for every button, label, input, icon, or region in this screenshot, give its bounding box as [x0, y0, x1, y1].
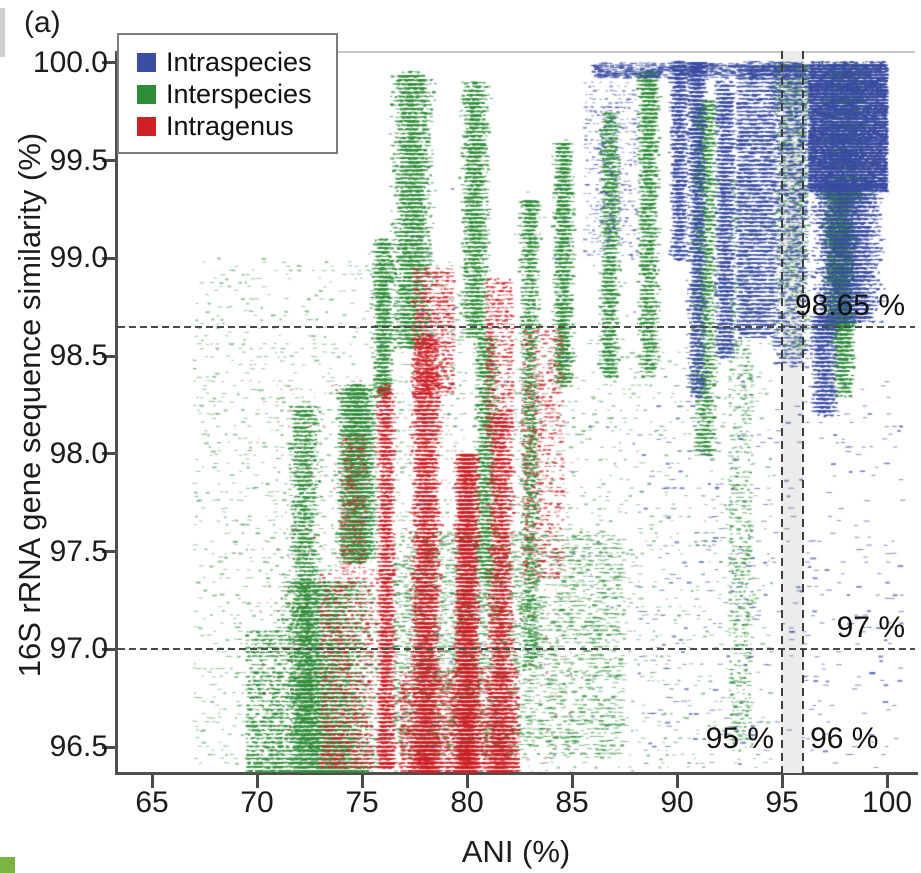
annotation-95: 95 %: [705, 722, 775, 755]
threshold-hline-98.65: [118, 325, 915, 328]
legend-label-intraspecies: Intraspecies: [166, 46, 312, 77]
threshold-hline-97: [118, 648, 915, 651]
x-tick-label: 85: [555, 786, 589, 819]
y-tick: [102, 61, 115, 65]
y-tick-label: 97.0: [49, 632, 108, 666]
plot-area: [118, 51, 915, 773]
x-tick: [570, 775, 574, 788]
threshold-vline-95: [781, 51, 784, 773]
y-tick-label: 99.5: [49, 143, 108, 177]
x-tick: [780, 775, 784, 788]
x-tick: [465, 775, 469, 788]
x-tick: [255, 775, 259, 788]
corner-marker: [0, 857, 15, 873]
y-tick: [102, 354, 115, 358]
legend-label-intragenus: Intragenus: [166, 110, 294, 141]
interspecies-swatch-icon: [137, 84, 156, 104]
legend-item-interspecies: Interspecies: [137, 78, 336, 110]
y-tick: [102, 647, 115, 651]
y-axis-title: 16S rRNA gene sequence similarity (%): [12, 132, 47, 678]
y-tick-label: 98.0: [49, 436, 108, 470]
scatter-points-canvas: [118, 51, 915, 773]
y-tick-label: 100.0: [32, 45, 108, 79]
y-tick: [102, 550, 115, 554]
legend-item-intragenus: Intragenus: [137, 110, 336, 142]
x-tick-label: 75: [345, 786, 379, 819]
threshold-vline-96: [802, 51, 805, 773]
y-tick: [102, 745, 115, 749]
legend-label-interspecies: Interspecies: [166, 78, 312, 109]
y-axis-line: [115, 51, 118, 775]
x-tick: [675, 775, 679, 788]
y-tick-label: 96.5: [49, 730, 108, 763]
page-edge-strip: [0, 8, 5, 57]
y-tick: [102, 452, 115, 456]
y-tick-label: 98.5: [49, 339, 108, 373]
x-tick: [150, 775, 154, 788]
y-tick: [102, 159, 115, 163]
annotation-97: 97 %: [836, 611, 905, 645]
y-tick-label: 97.5: [49, 534, 108, 568]
annotation-96: 96 %: [810, 722, 879, 755]
x-tick-label: 95: [765, 786, 799, 819]
intraspecies-swatch-icon: [137, 52, 156, 72]
x-tick-label: 80: [450, 786, 484, 819]
x-tick: [360, 775, 364, 788]
panel-label: (a): [24, 6, 61, 39]
x-tick-label: 100: [862, 786, 913, 819]
legend-item-intraspecies: Intraspecies: [137, 46, 336, 78]
x-tick-label: 70: [240, 786, 274, 819]
y-tick-label: 99.0: [49, 241, 108, 275]
intragenus-swatch-icon: [137, 116, 156, 136]
x-tick: [885, 775, 889, 788]
x-axis-line: [115, 772, 918, 775]
x-tick-label: 65: [135, 786, 169, 819]
legend: Intraspecies Interspecies Intragenus: [117, 33, 338, 154]
x-axis-title: ANI (%): [461, 834, 571, 869]
annotation-98.65: 98.65 %: [794, 288, 905, 322]
y-tick: [102, 256, 115, 260]
x-tick-label: 90: [660, 786, 694, 819]
